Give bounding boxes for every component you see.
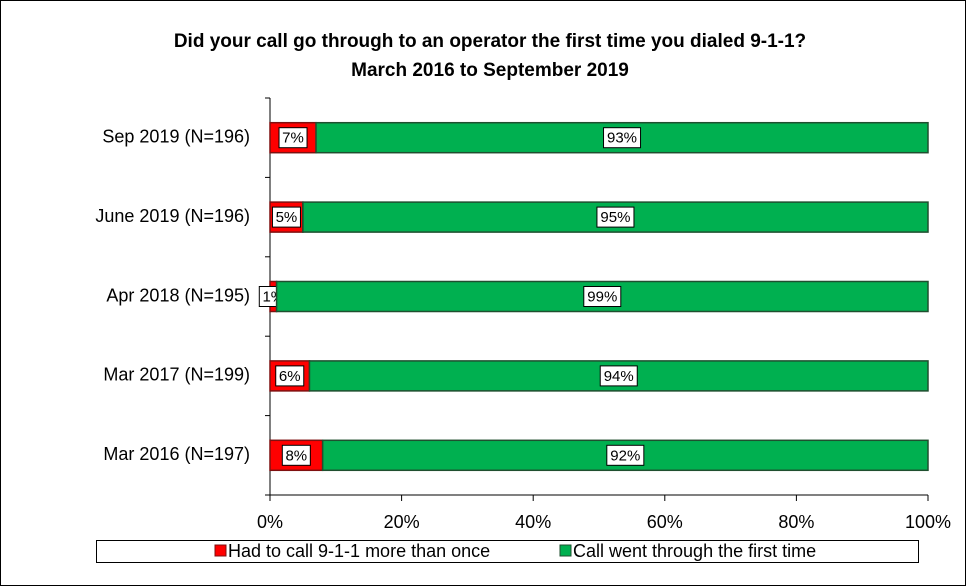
x-tick-label: 60% bbox=[647, 512, 683, 532]
x-tick-label: 100% bbox=[905, 512, 951, 532]
data-label: 94% bbox=[604, 368, 634, 385]
y-tick-label: Mar 2016 (N=197) bbox=[103, 444, 250, 464]
chart-subtitle: March 2016 to September 2019 bbox=[351, 60, 629, 81]
data-label: 93% bbox=[607, 130, 637, 147]
data-label: 99% bbox=[587, 288, 617, 305]
data-label-box bbox=[599, 365, 638, 387]
y-tick-label: June 2019 (N=196) bbox=[95, 206, 250, 226]
data-label-box bbox=[583, 286, 622, 307]
x-tick-label: 20% bbox=[384, 512, 420, 532]
x-tick-label: 80% bbox=[778, 512, 814, 532]
y-tick-label: Sep 2019 (N=196) bbox=[102, 126, 250, 146]
chart-title: Did your call go through to an operator … bbox=[174, 31, 806, 52]
data-label-box bbox=[596, 206, 635, 228]
x-tick-label: 40% bbox=[515, 512, 551, 532]
data-label-box bbox=[278, 127, 308, 149]
legend-marker bbox=[214, 544, 227, 557]
x-tick-label: 0% bbox=[257, 512, 283, 532]
data-label-box bbox=[275, 365, 305, 387]
data-label-box bbox=[281, 444, 311, 466]
legend-label: Call went through the first time bbox=[573, 541, 816, 561]
data-label-box bbox=[271, 206, 301, 228]
legend-box bbox=[96, 540, 919, 563]
data-label: 8% bbox=[285, 447, 307, 464]
legend-label: Had to call 9-1-1 more than once bbox=[228, 541, 490, 561]
y-tick-label: Apr 2018 (N=195) bbox=[106, 285, 250, 305]
data-label: 92% bbox=[610, 447, 640, 464]
data-label-box bbox=[606, 444, 645, 466]
legend-marker bbox=[559, 544, 572, 557]
data-label: 95% bbox=[600, 209, 630, 226]
data-label: 5% bbox=[276, 209, 298, 226]
y-tick-label: Mar 2017 (N=199) bbox=[103, 365, 250, 385]
data-label: 7% bbox=[282, 130, 304, 147]
data-label-box bbox=[603, 127, 642, 149]
data-label: 6% bbox=[279, 368, 301, 385]
